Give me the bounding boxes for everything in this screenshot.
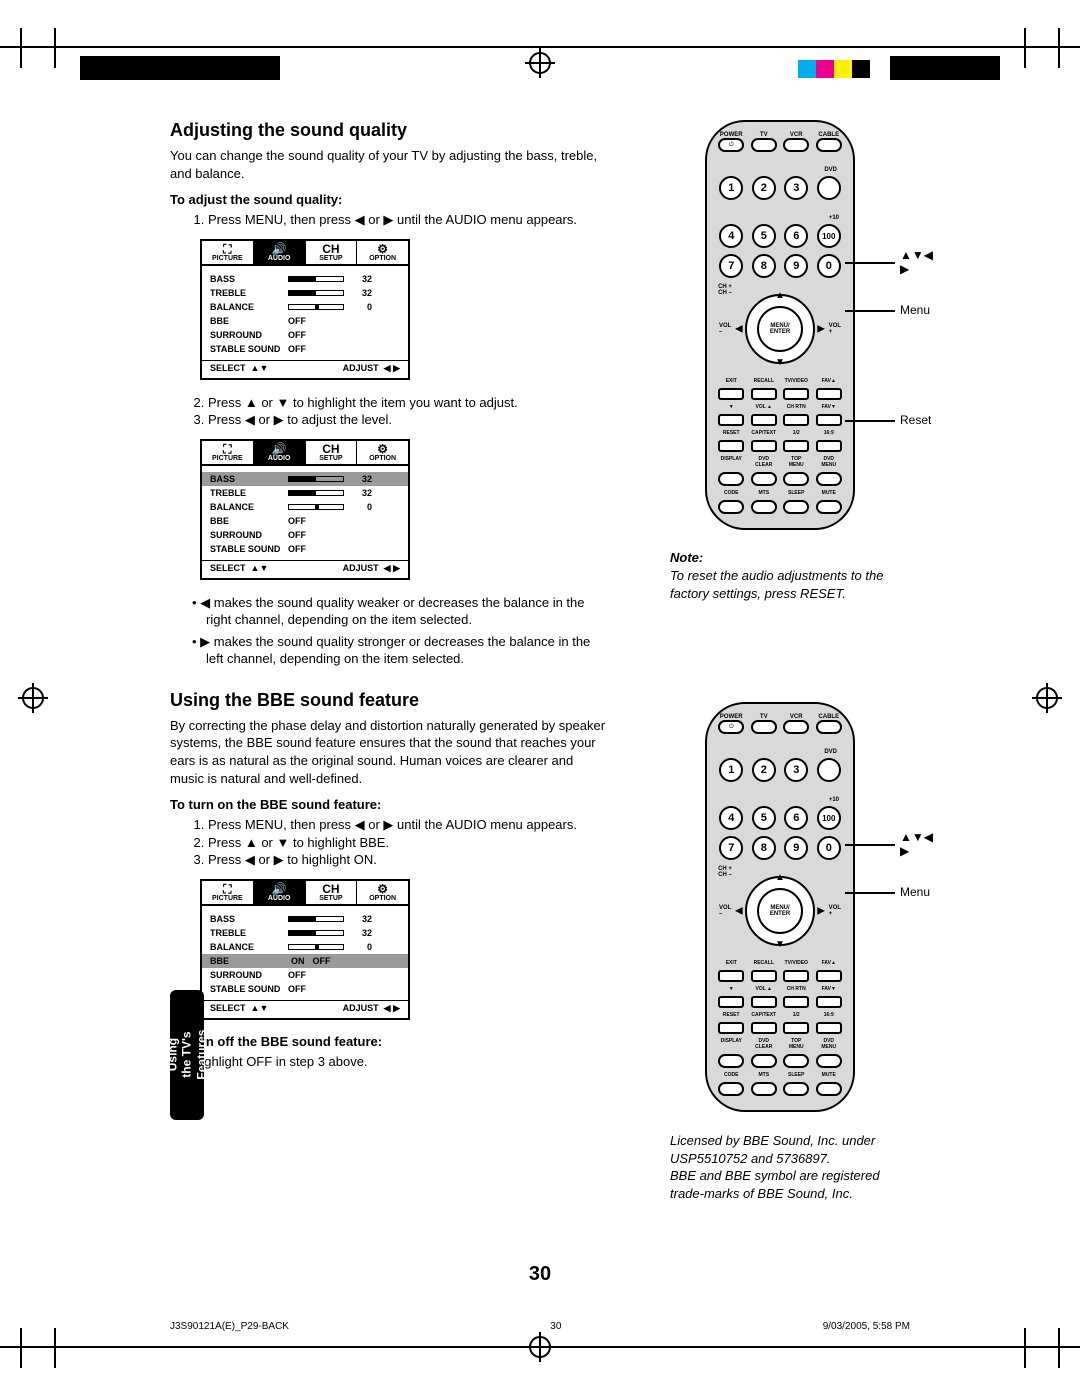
step: Press ▲ or ▼ to highlight the item you w… [208, 394, 610, 412]
step: Press ▲ or ▼ to highlight BBE. [208, 834, 610, 852]
heading-sound-quality: Adjusting the sound quality [170, 120, 610, 141]
reg-mark-left [18, 683, 48, 713]
print-registration-top [0, 28, 1080, 68]
note-body: To reset the audio adjustments to the fa… [670, 567, 910, 602]
step: Press ◀ or ▶ to highlight ON. [208, 851, 610, 869]
bullet: • ◀ makes the sound quality weaker or de… [192, 594, 610, 629]
subhead-adjust: To adjust the sound quality: [170, 192, 610, 207]
intro-bbe: By correcting the phase delay and distor… [170, 717, 610, 787]
callout-arrows: ▲▼◀ ▶ [900, 248, 933, 276]
bullet: • ▶ makes the sound quality stronger or … [192, 633, 610, 668]
step: Press ◀ or ▶ to adjust the level. [208, 411, 610, 429]
subhead-bbe-on: To turn on the BBE sound feature: [170, 797, 610, 812]
power-icon: ⏻ [718, 138, 744, 152]
subhead-bbe-off: To turn off the BBE sound feature: [170, 1034, 610, 1049]
intro-sound-quality: You can change the sound quality of your… [170, 147, 610, 182]
page-number: 30 [529, 1263, 551, 1286]
callout-reset: Reset [900, 413, 931, 427]
step: Press MENU, then press ◀ or ▶ until the … [208, 816, 610, 834]
remote-figure-1: POWER⏻ TV VCR CABLE DVD 123 +10 456100 7… [705, 120, 875, 530]
side-tab: Using the TV's Features [170, 990, 204, 1120]
license-text: Licensed by BBE Sound, Inc. under USP551… [670, 1132, 910, 1202]
osd-audio-menu-2: ⛶PICTURE 🔊AUDIO CHSETUP ⚙OPTION BASS32 T… [200, 439, 410, 580]
heading-bbe: Using the BBE sound feature [170, 690, 610, 711]
step: Press MENU, then press ◀ or ▶ until the … [208, 211, 610, 229]
reg-mark-right [1032, 683, 1062, 713]
osd-audio-menu-1: ⛶PICTURE 🔊AUDIO CHSETUP ⚙OPTION BASS32 T… [200, 239, 410, 380]
cmyk-swatches [798, 60, 870, 78]
callout-menu: Menu [900, 303, 930, 317]
page-content: Using the TV's Features Adjusting the so… [170, 120, 910, 1276]
osd-audio-menu-3: ⛶PICTURE 🔊AUDIO CHSETUP ⚙OPTION BASS32 T… [200, 879, 410, 1020]
bbe-off-body: Highlight OFF in step 3 above. [192, 1053, 610, 1071]
remote-figure-2: POWER⏻ TV VCR CABLE DVD 123 +10 456100 7… [705, 702, 875, 1112]
note-head: Note: [670, 550, 910, 565]
print-registration-bottom [0, 1328, 1080, 1368]
